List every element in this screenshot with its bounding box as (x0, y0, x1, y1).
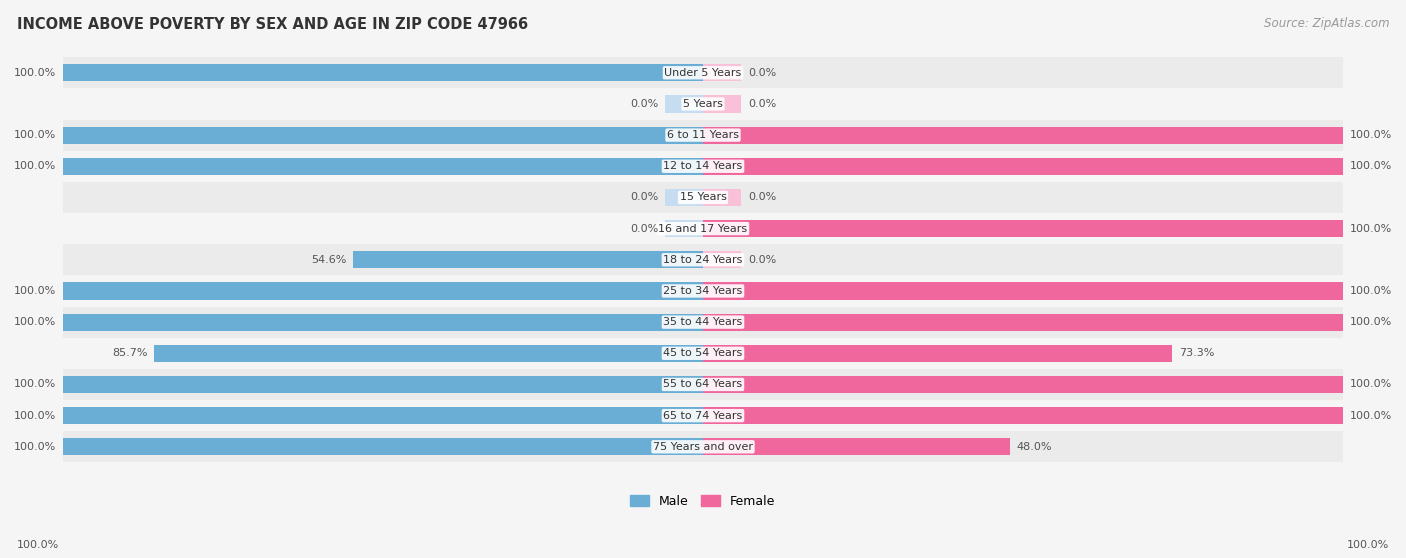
Bar (63, 127, 703, 143)
Bar (665, 220, 703, 237)
Text: 100.0%: 100.0% (1350, 130, 1392, 140)
Bar (63, 314, 703, 331)
Bar (703, 282, 1343, 300)
Text: 65 to 74 Years: 65 to 74 Years (664, 411, 742, 421)
Text: 0.0%: 0.0% (748, 255, 776, 265)
Bar (63, 438, 703, 455)
Text: INCOME ABOVE POVERTY BY SEX AND AGE IN ZIP CODE 47966: INCOME ABOVE POVERTY BY SEX AND AGE IN Z… (17, 17, 529, 32)
Text: 35 to 44 Years: 35 to 44 Years (664, 317, 742, 327)
Text: 100.0%: 100.0% (14, 286, 56, 296)
Bar (703, 64, 741, 81)
Text: Under 5 Years: Under 5 Years (665, 68, 741, 78)
Bar (703, 438, 1011, 455)
Text: 75 Years and over: 75 Years and over (652, 442, 754, 452)
Text: 100.0%: 100.0% (1350, 379, 1392, 389)
Bar (155, 345, 703, 362)
Text: 55 to 64 Years: 55 to 64 Years (664, 379, 742, 389)
Bar (703, 189, 741, 206)
Bar (63, 213, 1343, 244)
Bar (63, 400, 1343, 431)
Bar (703, 314, 1343, 331)
Text: 100.0%: 100.0% (1350, 161, 1392, 171)
Text: 12 to 14 Years: 12 to 14 Years (664, 161, 742, 171)
Bar (703, 127, 1343, 143)
Bar (63, 376, 703, 393)
Bar (63, 431, 1343, 463)
Text: 45 to 54 Years: 45 to 54 Years (664, 348, 742, 358)
Text: 0.0%: 0.0% (748, 68, 776, 78)
Bar (63, 182, 1343, 213)
Text: 48.0%: 48.0% (1017, 442, 1052, 452)
Text: 100.0%: 100.0% (14, 317, 56, 327)
Text: 100.0%: 100.0% (14, 411, 56, 421)
Bar (63, 244, 1343, 275)
Bar (63, 158, 703, 175)
Bar (63, 306, 1343, 338)
Text: 16 and 17 Years: 16 and 17 Years (658, 224, 748, 234)
Text: 0.0%: 0.0% (630, 99, 658, 109)
Bar (703, 95, 741, 113)
Bar (63, 64, 703, 81)
Text: 100.0%: 100.0% (1350, 224, 1392, 234)
Text: 15 Years: 15 Years (679, 193, 727, 203)
Text: Source: ZipAtlas.com: Source: ZipAtlas.com (1264, 17, 1389, 30)
Bar (63, 151, 1343, 182)
Bar (703, 220, 1343, 237)
Bar (63, 88, 1343, 119)
Text: 100.0%: 100.0% (14, 161, 56, 171)
Text: 0.0%: 0.0% (630, 193, 658, 203)
Text: 100.0%: 100.0% (14, 68, 56, 78)
Bar (63, 407, 703, 424)
Bar (703, 251, 741, 268)
Text: 25 to 34 Years: 25 to 34 Years (664, 286, 742, 296)
Bar (703, 376, 1343, 393)
Text: 100.0%: 100.0% (1350, 411, 1392, 421)
Text: 100.0%: 100.0% (1347, 540, 1389, 550)
Text: 54.6%: 54.6% (312, 255, 347, 265)
Text: 85.7%: 85.7% (112, 348, 148, 358)
Text: 100.0%: 100.0% (14, 130, 56, 140)
Text: 100.0%: 100.0% (1350, 317, 1392, 327)
Bar (665, 189, 703, 206)
Bar (63, 57, 1343, 88)
Bar (63, 282, 703, 300)
Text: 6 to 11 Years: 6 to 11 Years (666, 130, 740, 140)
Bar (703, 407, 1343, 424)
Text: 18 to 24 Years: 18 to 24 Years (664, 255, 742, 265)
Text: 0.0%: 0.0% (748, 193, 776, 203)
Text: 73.3%: 73.3% (1178, 348, 1215, 358)
Text: 100.0%: 100.0% (14, 379, 56, 389)
Legend: Male, Female: Male, Female (626, 490, 780, 513)
Bar (63, 275, 1343, 306)
Bar (703, 158, 1343, 175)
Text: 100.0%: 100.0% (1350, 286, 1392, 296)
Bar (703, 345, 1173, 362)
Text: 0.0%: 0.0% (630, 224, 658, 234)
Bar (665, 95, 703, 113)
Text: 0.0%: 0.0% (748, 99, 776, 109)
Text: 5 Years: 5 Years (683, 99, 723, 109)
Bar (63, 369, 1343, 400)
Text: 100.0%: 100.0% (14, 442, 56, 452)
Bar (63, 338, 1343, 369)
Text: 100.0%: 100.0% (17, 540, 59, 550)
Bar (353, 251, 703, 268)
Bar (63, 119, 1343, 151)
